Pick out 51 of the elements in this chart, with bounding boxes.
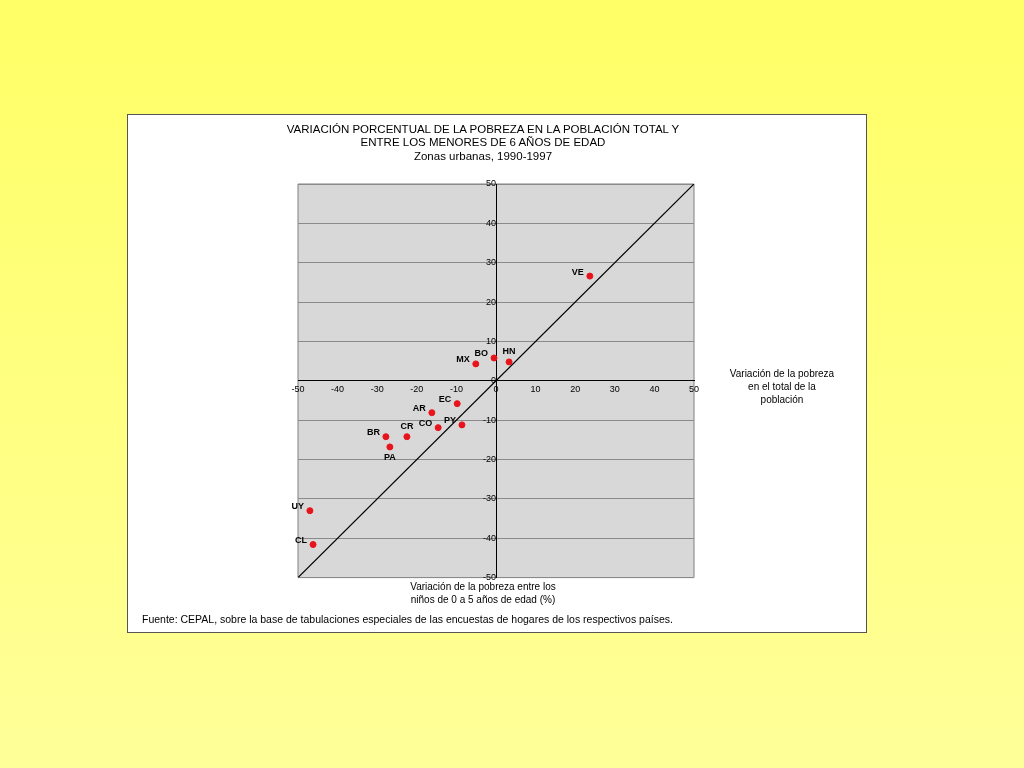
annotation: CO <box>418 418 433 429</box>
annotation: BO <box>474 348 489 359</box>
y-tick-label: -50 <box>482 572 496 583</box>
x-tick-label: -30 <box>370 383 384 394</box>
point <box>428 409 436 417</box>
x-tick-label: -40 <box>331 383 345 394</box>
y-tick-label: 50 <box>485 178 496 189</box>
point <box>306 507 314 515</box>
annotation: PA <box>383 452 397 463</box>
point <box>309 541 317 549</box>
point <box>382 433 390 441</box>
y-tick-label: -10 <box>482 414 496 425</box>
y-tick-label: -40 <box>482 532 496 543</box>
x-axis-title: Variación de la pobreza entre los niños de 0 a 5 años de edad (%) <box>409 580 557 606</box>
point <box>434 424 442 432</box>
annotation: CL <box>295 535 308 546</box>
x-tick-label: -20 <box>410 383 424 394</box>
y-tick-label: 30 <box>485 257 496 268</box>
annotation: EC <box>438 394 452 405</box>
point <box>490 354 498 362</box>
annotation: UY <box>291 501 304 512</box>
source-note: Fuente: CEPAL, sobre la base de tabulaciones especiales de las encuestas de hogares de los respectivos países. <box>142 613 673 625</box>
point <box>386 443 394 451</box>
annotation: PY <box>443 415 456 426</box>
annotation: HN <box>502 346 516 357</box>
x-tick-label: -50 <box>291 383 305 394</box>
annotation: MX <box>456 354 470 365</box>
y-tick-label: 20 <box>485 296 496 307</box>
y-tick-label: 10 <box>485 335 496 346</box>
chart-subtitle: Zonas urbanas, 1990-1997 <box>412 150 554 162</box>
chart-title: VARIACIÓN PORCENTUAL DE LA POBREZA EN LA POBLACIÓN TOTAL Y ENTRE LOS MENORES DE 6 AÑOS DE EDAD <box>285 123 681 149</box>
annotation: BR <box>366 427 381 438</box>
annotation: VE <box>571 266 584 277</box>
x-tick-label: 20 <box>570 383 581 394</box>
y-tick-label: -20 <box>482 454 496 464</box>
point <box>403 433 411 441</box>
point <box>472 360 480 368</box>
point <box>458 421 466 429</box>
x-tick-label: 50 <box>688 383 700 394</box>
point <box>586 272 594 280</box>
y-axis-title: Variación de la pobreza en el total de la población <box>728 367 836 406</box>
annotation: AR <box>412 403 427 414</box>
x-tick-label: 40 <box>649 383 660 394</box>
x-tick-label: -10 <box>449 383 463 394</box>
point <box>453 400 461 408</box>
y-tick-label: -30 <box>482 493 496 504</box>
y-tick-label: 40 <box>485 217 496 228</box>
x-tick-label: 30 <box>609 383 620 394</box>
point <box>505 358 513 366</box>
annotation: CR <box>400 421 414 432</box>
x-tick-label: 10 <box>530 383 541 394</box>
